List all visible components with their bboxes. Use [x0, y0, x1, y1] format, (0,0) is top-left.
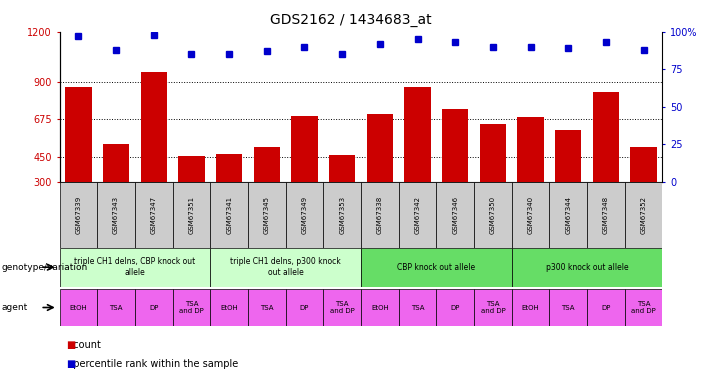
Text: count: count	[67, 340, 100, 350]
Bar	[248, 289, 286, 326]
Bar	[555, 130, 581, 182]
Bar	[60, 182, 97, 248]
Bar	[625, 289, 662, 326]
Text: GDS2162 / 1434683_at: GDS2162 / 1434683_at	[270, 13, 431, 27]
Text: GSM67350: GSM67350	[490, 196, 496, 234]
Text: EtOH: EtOH	[220, 304, 238, 310]
Bar	[625, 182, 662, 248]
Text: EtOH: EtOH	[522, 304, 540, 310]
Bar	[399, 289, 436, 326]
Bar	[479, 123, 506, 182]
Bar	[361, 182, 399, 248]
Text: TSA: TSA	[109, 304, 123, 310]
Bar	[210, 182, 248, 248]
Text: triple CH1 delns, p300 knock
out allele: triple CH1 delns, p300 knock out allele	[231, 258, 341, 277]
Text: TSA
and DP: TSA and DP	[329, 301, 355, 314]
Bar	[512, 248, 662, 287]
Bar	[474, 182, 512, 248]
Bar	[97, 289, 135, 326]
Text: genotype/variation: genotype/variation	[1, 263, 88, 272]
Text: ■: ■	[67, 340, 76, 350]
Bar	[135, 289, 172, 326]
Bar	[512, 289, 550, 326]
Bar	[323, 289, 361, 326]
Text: TSA
and DP: TSA and DP	[480, 301, 505, 314]
Text: GSM67349: GSM67349	[301, 196, 308, 234]
Bar	[65, 87, 92, 182]
Text: GSM67342: GSM67342	[414, 196, 421, 234]
Text: ■: ■	[67, 359, 76, 369]
Text: GSM67351: GSM67351	[189, 196, 194, 234]
Text: GSM67344: GSM67344	[565, 196, 571, 234]
Bar	[135, 182, 172, 248]
Bar	[361, 248, 512, 287]
Bar	[593, 92, 619, 182]
Text: TSA: TSA	[562, 304, 575, 310]
Bar	[286, 289, 323, 326]
Text: TSA: TSA	[411, 304, 424, 310]
Text: TSA: TSA	[260, 304, 273, 310]
Bar	[399, 182, 436, 248]
Text: triple CH1 delns, CBP knock out
allele: triple CH1 delns, CBP knock out allele	[74, 258, 196, 277]
Bar	[323, 182, 361, 248]
Bar	[286, 182, 323, 248]
Text: GSM67339: GSM67339	[76, 196, 81, 234]
Bar	[178, 156, 205, 182]
Bar	[60, 248, 210, 287]
Text: DP: DP	[300, 304, 309, 310]
Text: percentile rank within the sample: percentile rank within the sample	[67, 359, 238, 369]
Bar	[172, 289, 210, 326]
Text: agent: agent	[1, 303, 27, 312]
Text: DP: DP	[451, 304, 460, 310]
Text: DP: DP	[149, 304, 158, 310]
Bar	[210, 289, 248, 326]
Text: GSM67340: GSM67340	[528, 196, 533, 234]
Bar	[103, 144, 129, 182]
Bar	[210, 248, 361, 287]
Text: GSM67341: GSM67341	[226, 196, 232, 234]
Bar	[436, 289, 474, 326]
Bar	[172, 182, 210, 248]
Text: GSM67348: GSM67348	[603, 196, 609, 234]
Bar	[404, 87, 430, 182]
Bar	[550, 289, 587, 326]
Text: TSA
and DP: TSA and DP	[179, 301, 204, 314]
Bar	[216, 154, 243, 182]
Text: TSA
and DP: TSA and DP	[631, 301, 656, 314]
Text: GSM67347: GSM67347	[151, 196, 157, 234]
Text: EtOH: EtOH	[69, 304, 88, 310]
Text: GSM67353: GSM67353	[339, 196, 345, 234]
Bar	[367, 114, 393, 182]
Bar	[587, 289, 625, 326]
Text: GSM67346: GSM67346	[452, 196, 458, 234]
Bar	[329, 155, 355, 182]
Text: DP: DP	[601, 304, 611, 310]
Bar	[517, 117, 544, 182]
Bar	[248, 182, 286, 248]
Text: p300 knock out allele: p300 knock out allele	[546, 262, 628, 272]
Text: GSM67352: GSM67352	[641, 196, 646, 234]
Bar	[587, 182, 625, 248]
Bar	[60, 289, 97, 326]
Bar	[292, 116, 318, 182]
Bar	[254, 147, 280, 182]
Text: CBP knock out allele: CBP knock out allele	[397, 262, 475, 272]
Text: GSM67338: GSM67338	[377, 196, 383, 234]
Bar	[361, 289, 399, 326]
Text: GSM67345: GSM67345	[264, 196, 270, 234]
Bar	[630, 147, 657, 182]
Bar	[550, 182, 587, 248]
Bar	[442, 108, 468, 182]
Bar	[512, 182, 550, 248]
Bar	[474, 289, 512, 326]
Text: GSM67343: GSM67343	[113, 196, 119, 234]
Bar	[436, 182, 474, 248]
Bar	[141, 72, 167, 182]
Text: EtOH: EtOH	[371, 304, 389, 310]
Bar	[97, 182, 135, 248]
